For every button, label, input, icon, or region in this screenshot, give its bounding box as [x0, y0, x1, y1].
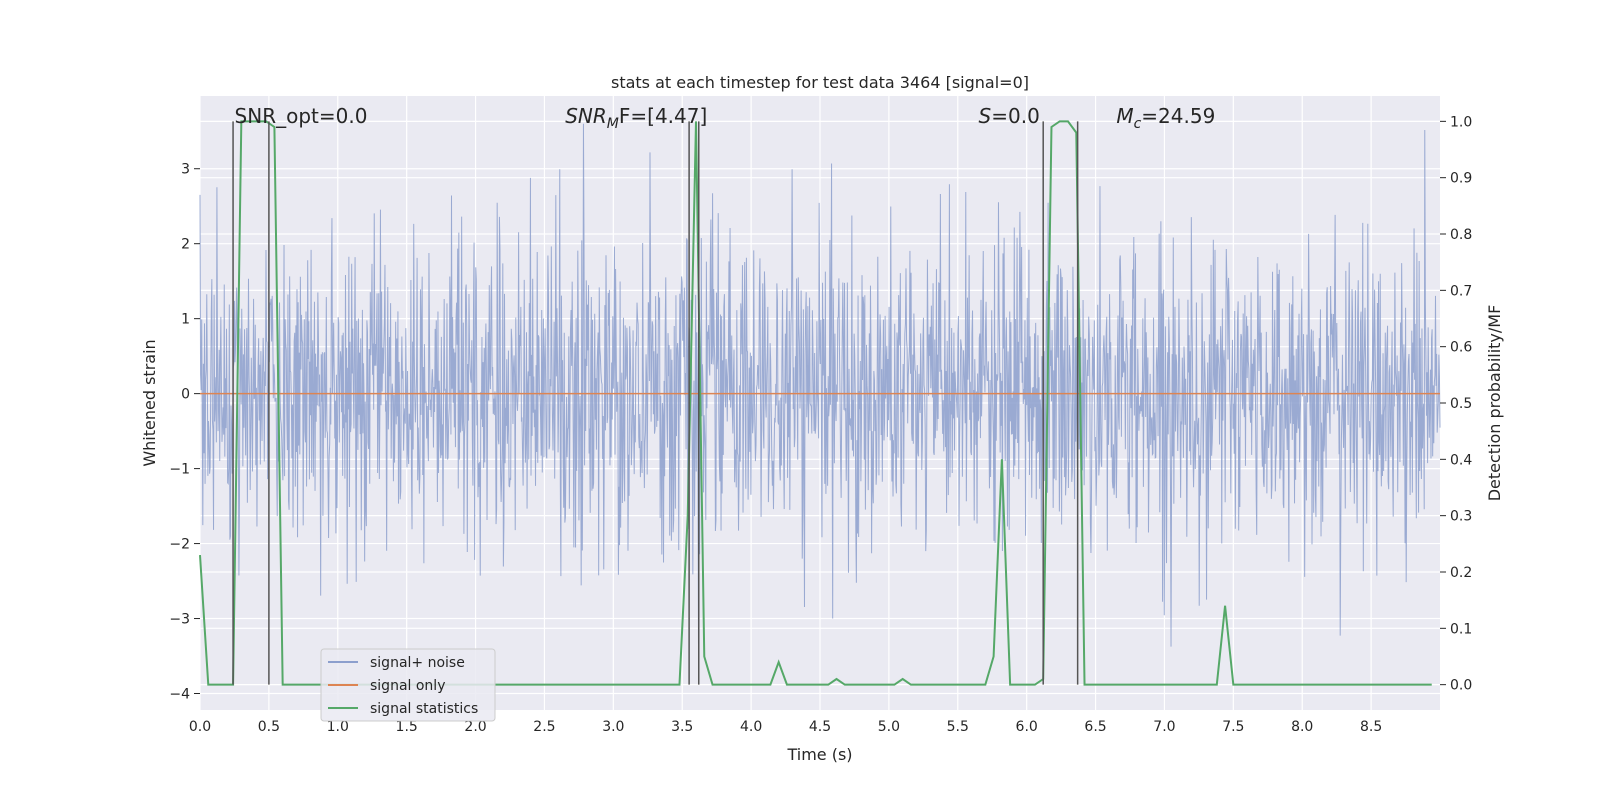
x-tick-label: 3.0: [602, 719, 624, 735]
legend-label-noise: signal+ noise: [370, 655, 465, 671]
x-tick-label: 1.5: [396, 719, 418, 735]
y-right-tick-label: 0.4: [1450, 452, 1472, 468]
y-right-ticks: 0.0 0.1 0.2 0.3 0.4 0.5 0.6 0.7 0.8 0.9 1.0: [1440, 114, 1472, 694]
x-tick-label: 4.0: [740, 719, 762, 735]
chart-title: stats at each timestep for test data 346…: [611, 73, 1029, 92]
vertical-markers: [232, 121, 1079, 685]
x-tick-label: 5.5: [947, 719, 969, 735]
x-tick-label: 7.5: [1222, 719, 1244, 735]
x-tick-label: 0.0: [189, 719, 211, 735]
y-left-tick-label: 2: [181, 237, 190, 253]
x-axis-label: Time (s): [786, 745, 852, 764]
x-tick-label: 7.0: [1153, 719, 1175, 735]
annotation-label: Mc=24.59: [1116, 104, 1215, 132]
y-right-tick-label: 0.6: [1450, 340, 1472, 356]
y-left-tick-label: −2: [169, 537, 190, 553]
x-tick-label: 2.5: [533, 719, 555, 735]
series-signal-noise: [199, 123, 1441, 647]
y-left-tick-label: −3: [169, 612, 190, 628]
x-tick-label: 8.0: [1291, 719, 1313, 735]
y-right-tick-label: 0.0: [1450, 678, 1472, 694]
x-tick-label: 3.5: [671, 719, 693, 735]
x-tick-label: 6.0: [1016, 719, 1038, 735]
legend-label-signal: signal only: [370, 678, 445, 694]
y-left-tick-label: −1: [169, 462, 190, 478]
y-left-tick-label: 0: [181, 387, 190, 403]
y-left-ticks: −4 −3 −2 −1 0 1 2 3: [169, 162, 200, 703]
legend-label-statistics: signal statistics: [370, 701, 478, 717]
x-tick-label: 1.0: [327, 719, 349, 735]
x-tick-label: 8.5: [1360, 719, 1382, 735]
y-right-tick-label: 0.5: [1450, 396, 1472, 412]
y-left-tick-label: 1: [181, 312, 190, 328]
y-right-tick-label: 0.8: [1450, 227, 1472, 243]
noise-trace: [199, 123, 1441, 647]
annotation-label: SNR_opt=0.0: [235, 104, 368, 128]
y-right-tick-label: 0.9: [1450, 171, 1472, 187]
x-tick-label: 4.5: [809, 719, 831, 735]
legend: signal+ noise signal only signal statist…: [320, 648, 496, 722]
x-tick-label: 2.0: [464, 719, 486, 735]
x-tick-label: 6.5: [1084, 719, 1106, 735]
y-right-tick-label: 0.3: [1450, 509, 1472, 525]
y-left-tick-label: 3: [181, 162, 190, 178]
x-ticks: 0.0 0.5 1.0 1.5 2.0 2.5 3.0 3.5 4.0 4.5 5.0 5.5 6.0 6…: [189, 719, 1382, 735]
series-lines: [199, 120, 1440, 686]
series-signal-statistics: [199, 120, 1432, 686]
y-right-axis-label: Detection probability/MF: [1485, 305, 1504, 502]
legend-box: [320, 648, 496, 722]
y-right-tick-label: 0.1: [1450, 621, 1472, 637]
y-left-tick-label: −4: [169, 687, 190, 703]
y-right-tick-label: 1.0: [1450, 114, 1472, 130]
x-tick-label: 0.5: [258, 719, 280, 735]
x-tick-label: 5.0: [878, 719, 900, 735]
grid: [199, 96, 1440, 710]
annotations: SNR_opt=0.0 SNRMF=[4.47] S=0.0 Mc=24.59: [235, 104, 1216, 132]
y-right-tick-label: 0.2: [1450, 565, 1472, 581]
y-left-axis-label: Whitened strain: [140, 339, 159, 466]
y-right-tick-label: 0.7: [1450, 283, 1472, 299]
annotation-label: SNRMF=[4.47]: [565, 104, 707, 132]
annotation-label: S=0.0: [979, 104, 1040, 128]
